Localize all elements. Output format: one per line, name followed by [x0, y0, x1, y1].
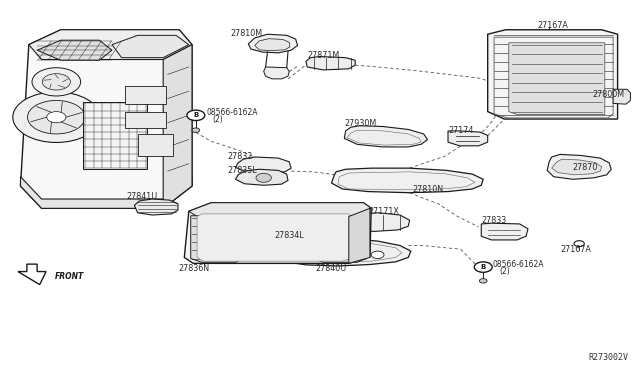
Polygon shape — [197, 214, 351, 261]
Text: 27871M: 27871M — [307, 51, 339, 60]
Circle shape — [371, 251, 384, 259]
Polygon shape — [552, 159, 602, 175]
Circle shape — [544, 31, 554, 37]
Polygon shape — [509, 43, 605, 115]
Text: 27832: 27832 — [227, 153, 253, 161]
Polygon shape — [184, 203, 371, 263]
Polygon shape — [163, 45, 192, 208]
Text: 27810M: 27810M — [230, 29, 262, 38]
Text: 27834L: 27834L — [274, 231, 303, 240]
Text: 27171X: 27171X — [368, 207, 399, 216]
Bar — [138, 134, 173, 156]
Circle shape — [256, 173, 271, 182]
Circle shape — [42, 74, 70, 90]
Polygon shape — [20, 30, 192, 208]
Text: (2): (2) — [212, 115, 223, 124]
Text: 08566-6162A: 08566-6162A — [206, 108, 257, 117]
Bar — [83, 102, 147, 169]
Circle shape — [307, 250, 320, 257]
Polygon shape — [547, 154, 611, 179]
Circle shape — [13, 92, 100, 142]
Polygon shape — [481, 223, 528, 240]
Polygon shape — [37, 40, 112, 60]
Text: (2): (2) — [499, 267, 510, 276]
Text: 27800M: 27800M — [592, 90, 624, 99]
Polygon shape — [29, 30, 192, 60]
Text: 27840U: 27840U — [315, 264, 346, 273]
Polygon shape — [613, 89, 630, 104]
Polygon shape — [255, 39, 290, 51]
Polygon shape — [306, 57, 355, 70]
Polygon shape — [189, 203, 371, 217]
Text: 27810N: 27810N — [413, 185, 444, 194]
Circle shape — [192, 128, 200, 132]
Circle shape — [32, 68, 81, 96]
Bar — [125, 86, 166, 104]
Circle shape — [28, 100, 85, 134]
Text: 27835L: 27835L — [227, 166, 257, 175]
Polygon shape — [134, 199, 178, 215]
Circle shape — [474, 262, 492, 272]
Circle shape — [47, 112, 66, 123]
Polygon shape — [18, 264, 46, 285]
Text: 27174: 27174 — [448, 126, 474, 135]
Circle shape — [479, 279, 487, 283]
Circle shape — [187, 110, 205, 121]
Text: 27930M: 27930M — [344, 119, 376, 128]
Text: 08566-6162A: 08566-6162A — [493, 260, 544, 269]
Polygon shape — [448, 131, 488, 146]
Polygon shape — [344, 126, 428, 147]
Polygon shape — [314, 216, 366, 262]
Polygon shape — [349, 208, 370, 263]
Text: 27167A: 27167A — [560, 245, 591, 254]
Text: R273002V: R273002V — [589, 353, 628, 362]
Text: 27833: 27833 — [481, 216, 506, 225]
Polygon shape — [264, 67, 289, 79]
Polygon shape — [332, 168, 483, 193]
Text: 27870: 27870 — [573, 163, 598, 172]
Circle shape — [339, 248, 352, 256]
Polygon shape — [336, 213, 410, 231]
Polygon shape — [488, 30, 618, 119]
Bar — [125, 112, 166, 128]
Polygon shape — [236, 169, 288, 185]
Polygon shape — [236, 157, 291, 173]
Text: FRONT: FRONT — [54, 272, 84, 280]
Polygon shape — [248, 34, 298, 53]
Text: B: B — [193, 112, 198, 118]
Circle shape — [574, 241, 584, 247]
Polygon shape — [20, 177, 192, 208]
Polygon shape — [112, 35, 189, 58]
Text: B: B — [481, 264, 486, 270]
Text: 27836N: 27836N — [178, 264, 209, 273]
Polygon shape — [270, 239, 411, 266]
Text: 27841U: 27841U — [127, 192, 158, 201]
Polygon shape — [191, 216, 243, 262]
Text: 27167A: 27167A — [538, 21, 568, 30]
